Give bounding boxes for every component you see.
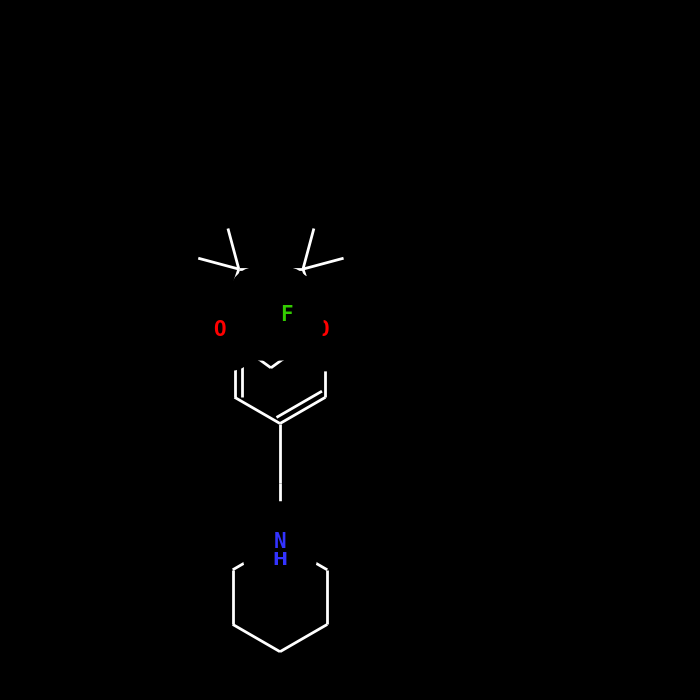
Text: N: N	[274, 533, 286, 552]
Text: O: O	[316, 320, 329, 340]
Text: H: H	[272, 551, 288, 569]
Text: O: O	[213, 320, 225, 340]
Text: F: F	[280, 305, 293, 325]
Text: B: B	[264, 301, 278, 326]
